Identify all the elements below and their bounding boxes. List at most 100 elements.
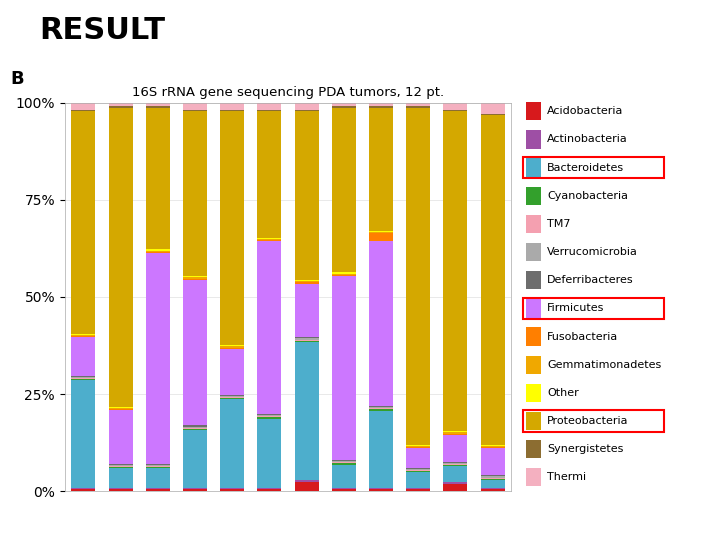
Bar — [406, 106, 431, 107]
Bar — [257, 418, 282, 488]
Bar — [145, 249, 170, 251]
Bar — [257, 103, 282, 110]
Bar — [444, 435, 467, 462]
Bar — [220, 349, 244, 395]
Bar — [145, 464, 170, 465]
Bar — [109, 106, 132, 107]
Text: Proteobacteria: Proteobacteria — [547, 416, 629, 426]
Bar — [257, 489, 282, 491]
Bar — [109, 407, 132, 408]
Text: Thermi: Thermi — [547, 472, 586, 482]
Bar — [71, 377, 96, 378]
Bar — [369, 241, 393, 406]
Bar — [257, 488, 282, 489]
Bar — [480, 446, 505, 447]
Text: Fusobacteria: Fusobacteria — [547, 332, 618, 341]
Bar — [109, 107, 132, 407]
Bar — [109, 409, 132, 410]
Text: B: B — [11, 70, 24, 88]
Bar — [109, 465, 132, 466]
Bar — [369, 232, 393, 233]
Bar — [444, 433, 467, 434]
Bar — [145, 106, 170, 107]
Bar — [71, 378, 96, 379]
Bar — [71, 489, 96, 491]
Bar — [444, 467, 467, 482]
Bar — [369, 231, 393, 232]
Bar — [257, 240, 282, 241]
Bar — [220, 347, 244, 348]
Text: TM7: TM7 — [547, 219, 571, 229]
Bar — [444, 103, 467, 110]
Bar — [444, 465, 467, 467]
Bar — [369, 488, 393, 489]
Bar — [183, 427, 207, 428]
Bar — [183, 426, 207, 427]
Bar — [369, 107, 393, 231]
Bar — [332, 460, 356, 461]
Bar — [257, 414, 282, 415]
Bar — [406, 472, 431, 488]
Bar — [71, 488, 96, 489]
Bar — [71, 103, 96, 110]
Bar — [145, 467, 170, 468]
Bar — [406, 445, 431, 446]
Bar — [109, 488, 132, 489]
Bar — [406, 446, 431, 447]
Bar — [444, 110, 467, 111]
Title: 16S rRNA gene sequencing PDA tumors, 12 pt.: 16S rRNA gene sequencing PDA tumors, 12 … — [132, 86, 444, 99]
Bar — [220, 103, 244, 110]
Bar — [294, 282, 319, 284]
Bar — [220, 488, 244, 489]
Text: Firmicutes: Firmicutes — [547, 303, 605, 313]
Bar — [145, 465, 170, 466]
Bar — [444, 111, 467, 431]
Bar — [444, 463, 467, 464]
Bar — [109, 466, 132, 467]
Text: Actinobacteria: Actinobacteria — [547, 134, 628, 144]
Bar — [480, 489, 505, 491]
Bar — [332, 464, 356, 488]
Bar — [109, 464, 132, 465]
Bar — [220, 396, 244, 397]
Bar — [294, 103, 319, 110]
Bar — [294, 482, 319, 491]
Bar — [294, 480, 319, 482]
Bar — [109, 103, 132, 106]
Bar — [183, 278, 207, 279]
Bar — [257, 239, 282, 240]
Bar — [294, 341, 319, 342]
Bar — [332, 462, 356, 463]
Bar — [183, 488, 207, 489]
Bar — [220, 395, 244, 396]
Bar — [183, 103, 207, 110]
Bar — [332, 489, 356, 491]
Bar — [294, 342, 319, 480]
Text: Bacteroidetes: Bacteroidetes — [547, 163, 624, 173]
Bar — [480, 103, 505, 114]
Bar — [444, 482, 467, 484]
Bar — [220, 110, 244, 111]
Bar — [369, 103, 393, 106]
Bar — [71, 380, 96, 488]
Bar — [480, 447, 505, 448]
Bar — [332, 103, 356, 106]
Bar — [183, 489, 207, 491]
Bar — [257, 415, 282, 416]
Bar — [145, 488, 170, 489]
Bar — [294, 340, 319, 341]
Bar — [406, 489, 431, 491]
Bar — [183, 280, 207, 426]
Bar — [145, 107, 170, 249]
Bar — [71, 110, 96, 111]
Bar — [369, 406, 393, 407]
Bar — [369, 407, 393, 408]
Bar — [220, 111, 244, 345]
Bar — [257, 417, 282, 418]
Bar — [145, 253, 170, 464]
Bar — [109, 489, 132, 491]
Bar — [332, 463, 356, 464]
Bar — [444, 484, 467, 491]
Bar — [109, 410, 132, 464]
Bar — [369, 106, 393, 107]
